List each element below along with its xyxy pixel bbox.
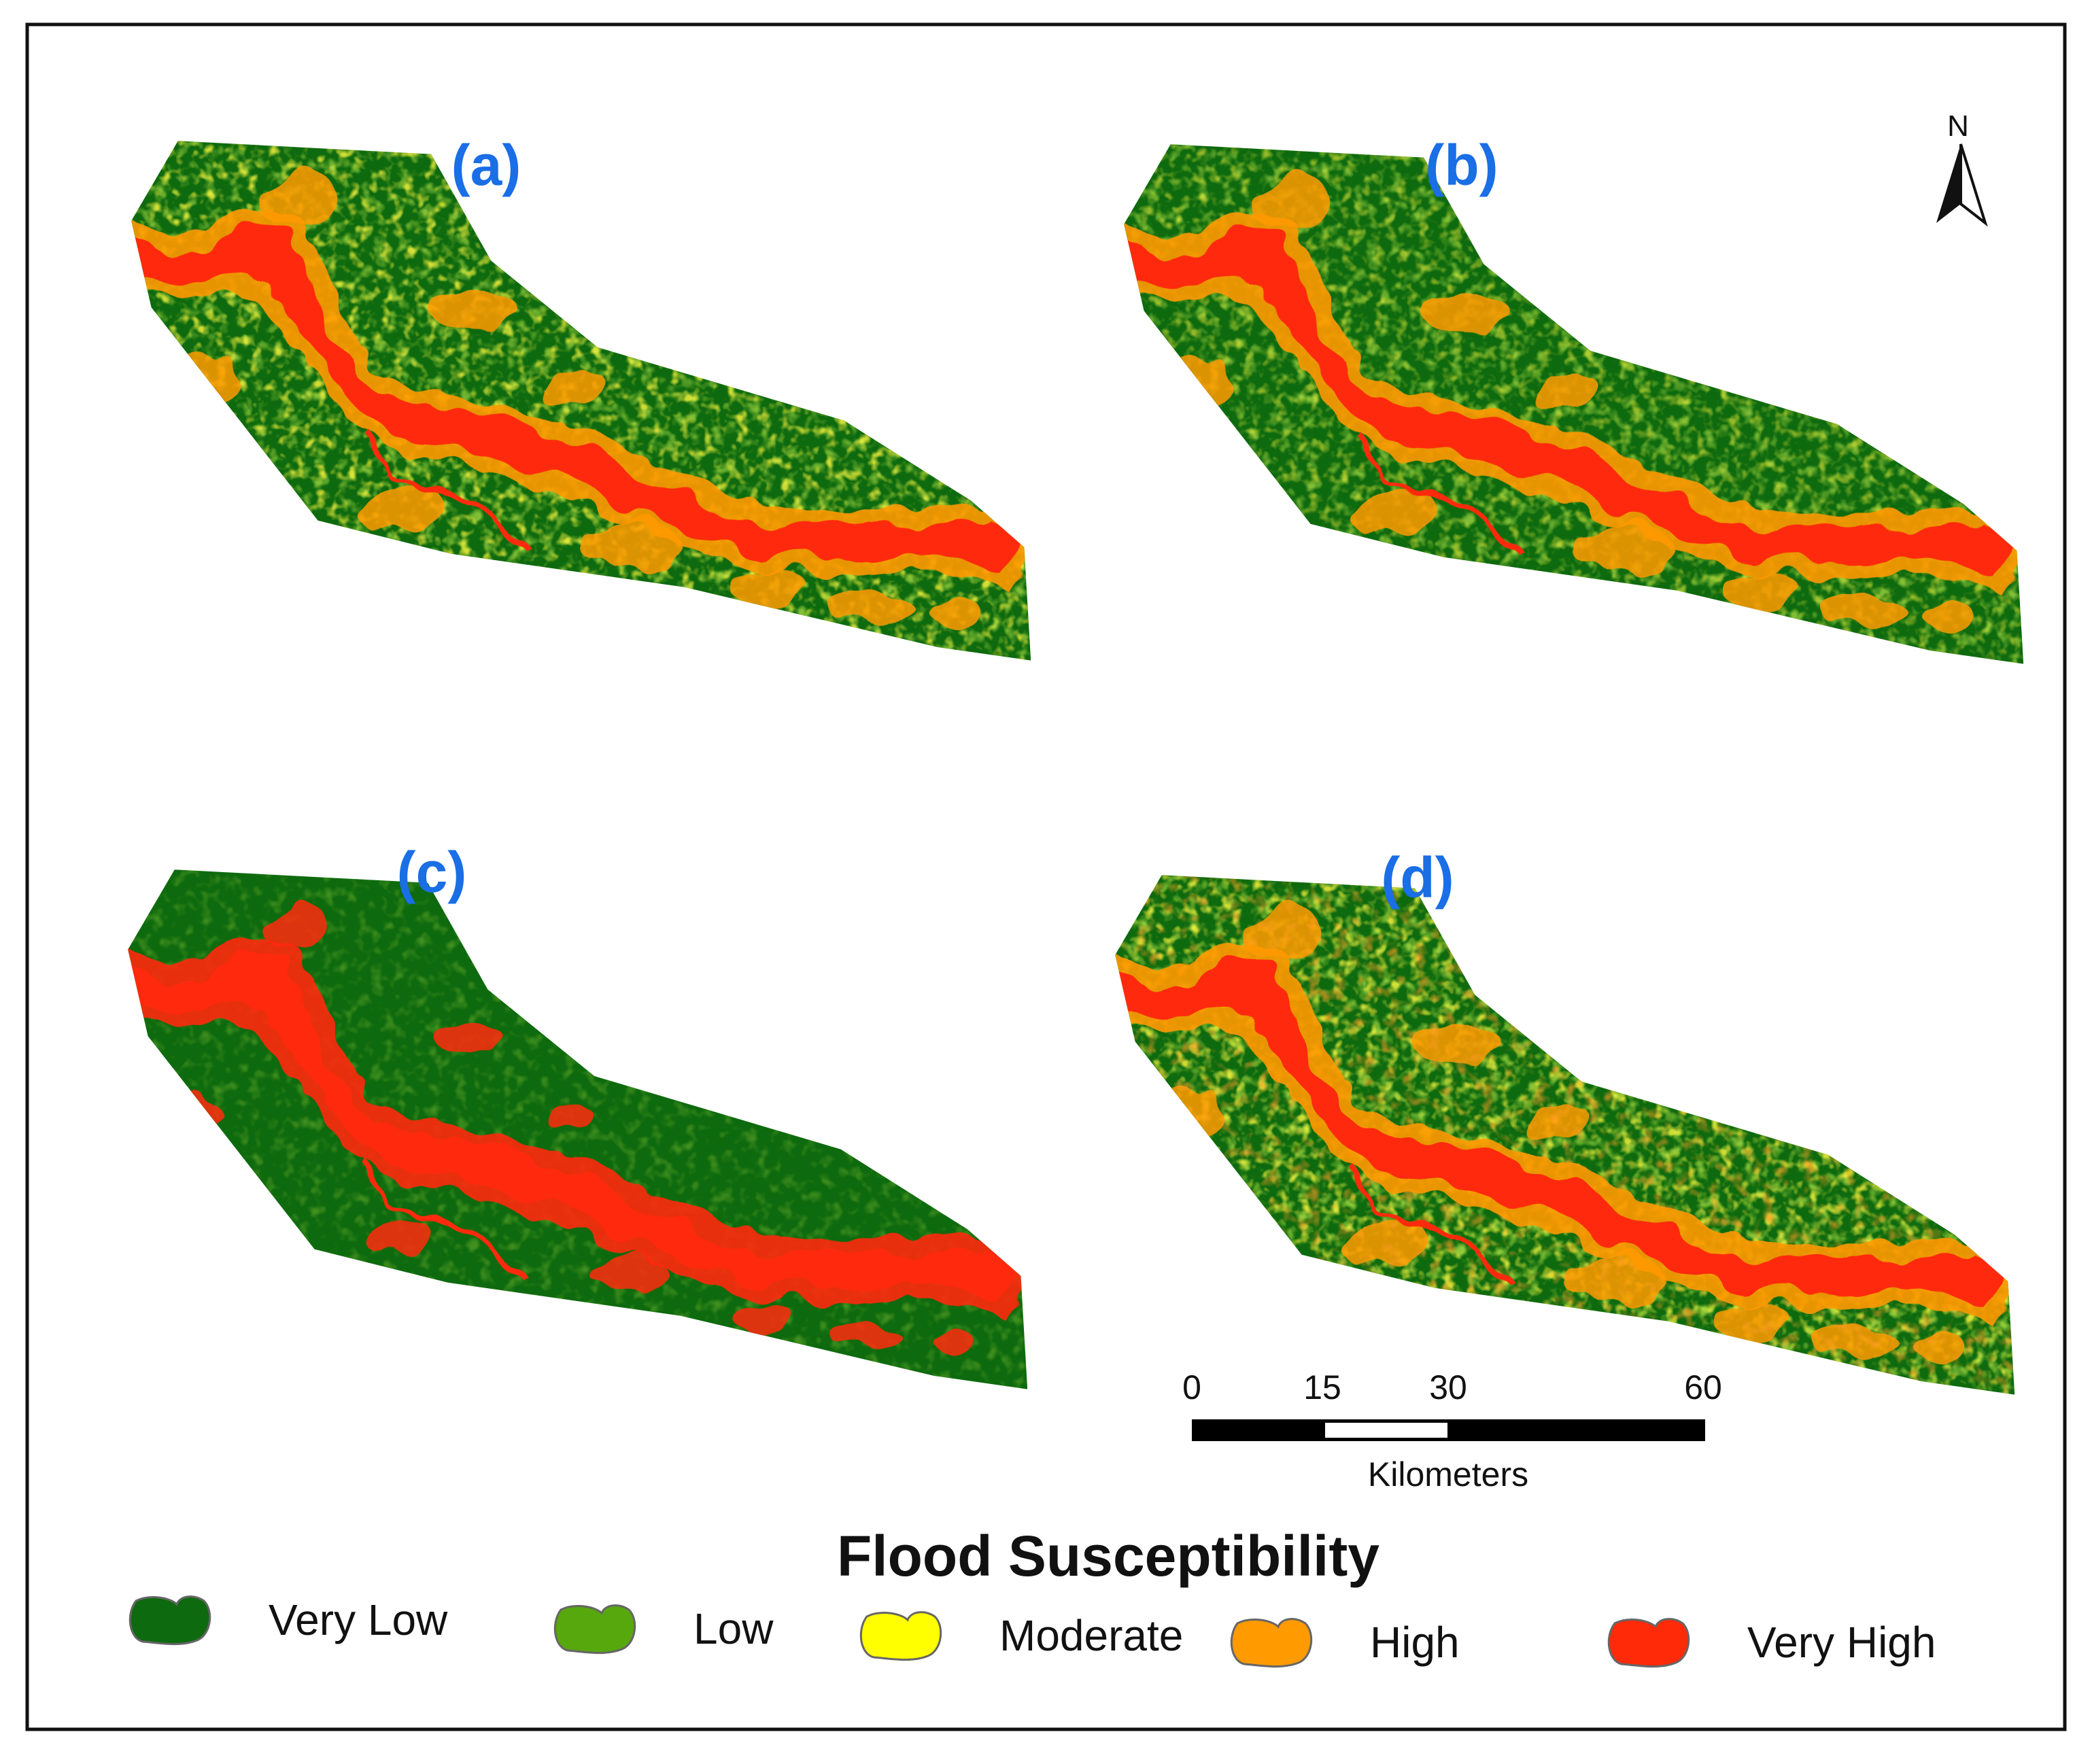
map-panel: (b): [1124, 133, 2024, 664]
scale-tick-15: 15: [1303, 1368, 1341, 1406]
scale-unit-label: Kilometers: [1368, 1455, 1528, 1493]
legend-item: Very High: [1607, 1618, 1936, 1668]
legend: Flood Susceptibility Very Low Low Moderate…: [128, 1524, 1936, 1668]
scale-tick-0: 0: [1182, 1368, 1201, 1406]
legend-label: Very High: [1747, 1618, 1936, 1667]
legend-swatch: [128, 1595, 211, 1646]
scale-bar: 0 15 30 60 Kilometers: [1182, 1368, 1722, 1493]
susceptibility-map: [1115, 875, 2015, 1395]
legend-label: Low: [693, 1604, 774, 1653]
legend-swatch: [1230, 1618, 1313, 1668]
panel-label: (d): [1381, 846, 1454, 910]
susceptibility-map: [128, 869, 1028, 1389]
north-label: N: [1947, 109, 1969, 143]
legend-item: Very Low: [128, 1595, 448, 1646]
legend-swatch: [553, 1604, 636, 1655]
legend-swatch: [1607, 1618, 1690, 1668]
scale-tick-30: 30: [1429, 1368, 1467, 1406]
legend-item: Low: [553, 1604, 774, 1655]
north-arrow-icon: [1936, 143, 1988, 227]
legend-item: High: [1230, 1618, 1460, 1668]
legend-label: Very Low: [269, 1595, 448, 1644]
scale-bar-segment: [1325, 1423, 1447, 1438]
scale-bar-body: [1192, 1419, 1705, 1441]
susceptibility-map: [1124, 144, 2024, 664]
scale-tick-60: 60: [1684, 1368, 1722, 1406]
panel-label: (c): [397, 840, 467, 904]
map-panel: (d): [1115, 846, 2015, 1395]
legend-swatch: [859, 1611, 942, 1661]
map-panels: (a) (b) (c) (d): [128, 133, 2024, 1395]
legend-label: High: [1370, 1618, 1460, 1667]
legend-title: Flood Susceptibility: [837, 1524, 1379, 1588]
panel-label: (a): [451, 133, 521, 197]
legend-label: Moderate: [999, 1611, 1183, 1660]
panel-label: (b): [1425, 133, 1498, 197]
figure-frame: [25, 22, 2067, 1731]
legend-item: Moderate: [859, 1611, 1183, 1661]
map-panel: (a): [131, 133, 1031, 661]
map-panel: (c): [128, 840, 1028, 1389]
susceptibility-map: [131, 141, 1031, 661]
north-arrow: N: [1936, 109, 1988, 227]
